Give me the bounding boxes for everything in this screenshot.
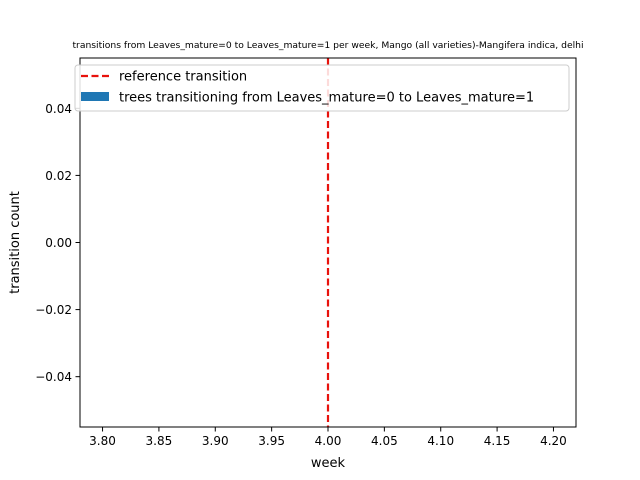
- y-tick-label: 0.02: [45, 169, 72, 183]
- legend-bar-swatch: [81, 92, 109, 101]
- y-tick-label: 0.04: [45, 102, 72, 116]
- legend: reference transition trees transitioning…: [74, 64, 570, 112]
- y-tick-label: 0.00: [45, 236, 72, 250]
- x-tick-label: 3.80: [89, 434, 116, 448]
- plot-frame: [79, 57, 577, 428]
- y-tick-label: −0.04: [35, 370, 72, 384]
- x-tick-label: 4.00: [315, 434, 342, 448]
- legend-reference-label: reference transition: [119, 70, 247, 85]
- x-tick-label: 4.15: [484, 434, 511, 448]
- y-tick-label: −0.02: [35, 303, 72, 317]
- x-tick-label: 4.05: [371, 434, 398, 448]
- x-axis-ticks: 3.80 3.85 3.90 3.95 4.00 4.05 4.10 4.15 4.20: [89, 427, 567, 448]
- y-axis-label: transition count: [8, 191, 23, 294]
- chart-title: transitions from Leaves_mature=0 to Leav…: [72, 40, 583, 51]
- y-axis-ticks: −0.04 −0.02 0.00 0.02 0.04: [35, 102, 80, 384]
- x-axis-label: week: [311, 456, 346, 471]
- x-tick-label: 3.90: [202, 434, 229, 448]
- x-tick-label: 3.85: [146, 434, 173, 448]
- legend-bar-label: trees transitioning from Leaves_mature=0…: [119, 91, 534, 106]
- x-tick-label: 4.20: [540, 434, 567, 448]
- legend-frame: [74, 64, 570, 112]
- x-tick-label: 3.95: [258, 434, 285, 448]
- x-tick-label: 4.10: [427, 434, 454, 448]
